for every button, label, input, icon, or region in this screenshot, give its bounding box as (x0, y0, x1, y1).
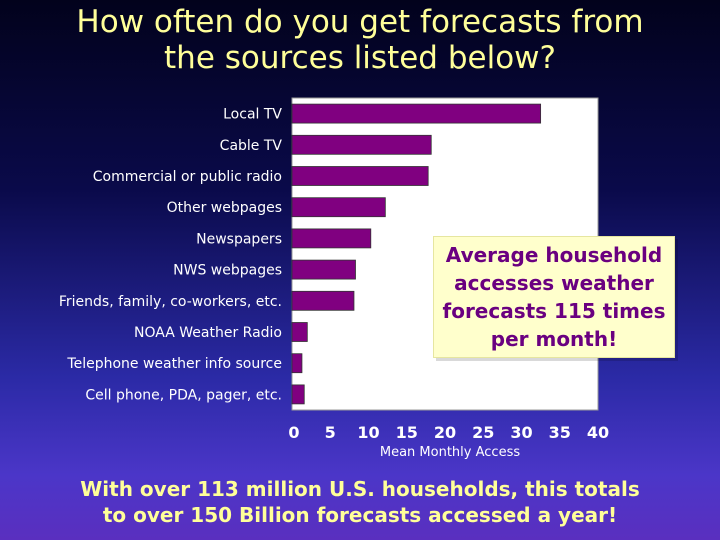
category-label: NOAA Weather Radio (134, 325, 282, 341)
callout-text: Average household accesses weather forec… (442, 243, 666, 351)
bar (291, 166, 429, 186)
category-label: Commercial or public radio (93, 169, 282, 185)
bar (291, 353, 303, 374)
title-line-1: How often do you get forecasts from (76, 4, 644, 40)
bar (291, 197, 386, 218)
category-label: NWS webpages (173, 263, 282, 279)
category-label: Friends, family, co-workers, etc. (59, 294, 282, 310)
footer-line-2: to over 150 Billion forecasts accessed a… (102, 503, 618, 527)
bar (291, 259, 356, 280)
bar (291, 290, 355, 311)
x-tick-label: 0 (288, 423, 299, 442)
category-label: Cell phone, PDA, pager, etc. (85, 387, 282, 403)
x-tick-label: 5 (325, 423, 336, 442)
title-line-2: the sources listed below? (164, 40, 556, 76)
footer-line-1: With over 113 million U.S. households, t… (80, 477, 640, 501)
footer-note: With over 113 million U.S. households, t… (0, 476, 720, 528)
category-label: Cable TV (220, 138, 283, 154)
bar (291, 134, 432, 155)
x-tick-label: 15 (396, 423, 418, 442)
x-axis-label: Mean Monthly Access (380, 445, 520, 460)
bar (291, 228, 372, 249)
page-title: How often do you get forecasts from the … (0, 4, 720, 76)
callout-box: Average household accesses weather forec… (433, 236, 675, 358)
x-tick-label: 20 (434, 423, 456, 442)
category-label: Other webpages (167, 200, 282, 216)
bar (291, 322, 308, 342)
bar (291, 384, 305, 405)
category-label: Local TV (223, 107, 282, 123)
x-tick-label: 25 (472, 423, 494, 442)
x-tick-label: 35 (549, 423, 571, 442)
bar (291, 103, 542, 124)
x-tick-label: 40 (587, 423, 609, 442)
x-tick-label: 10 (357, 423, 379, 442)
category-label: Newspapers (196, 231, 282, 247)
x-tick-label: 30 (510, 423, 532, 442)
category-label: Telephone weather info source (66, 356, 282, 372)
